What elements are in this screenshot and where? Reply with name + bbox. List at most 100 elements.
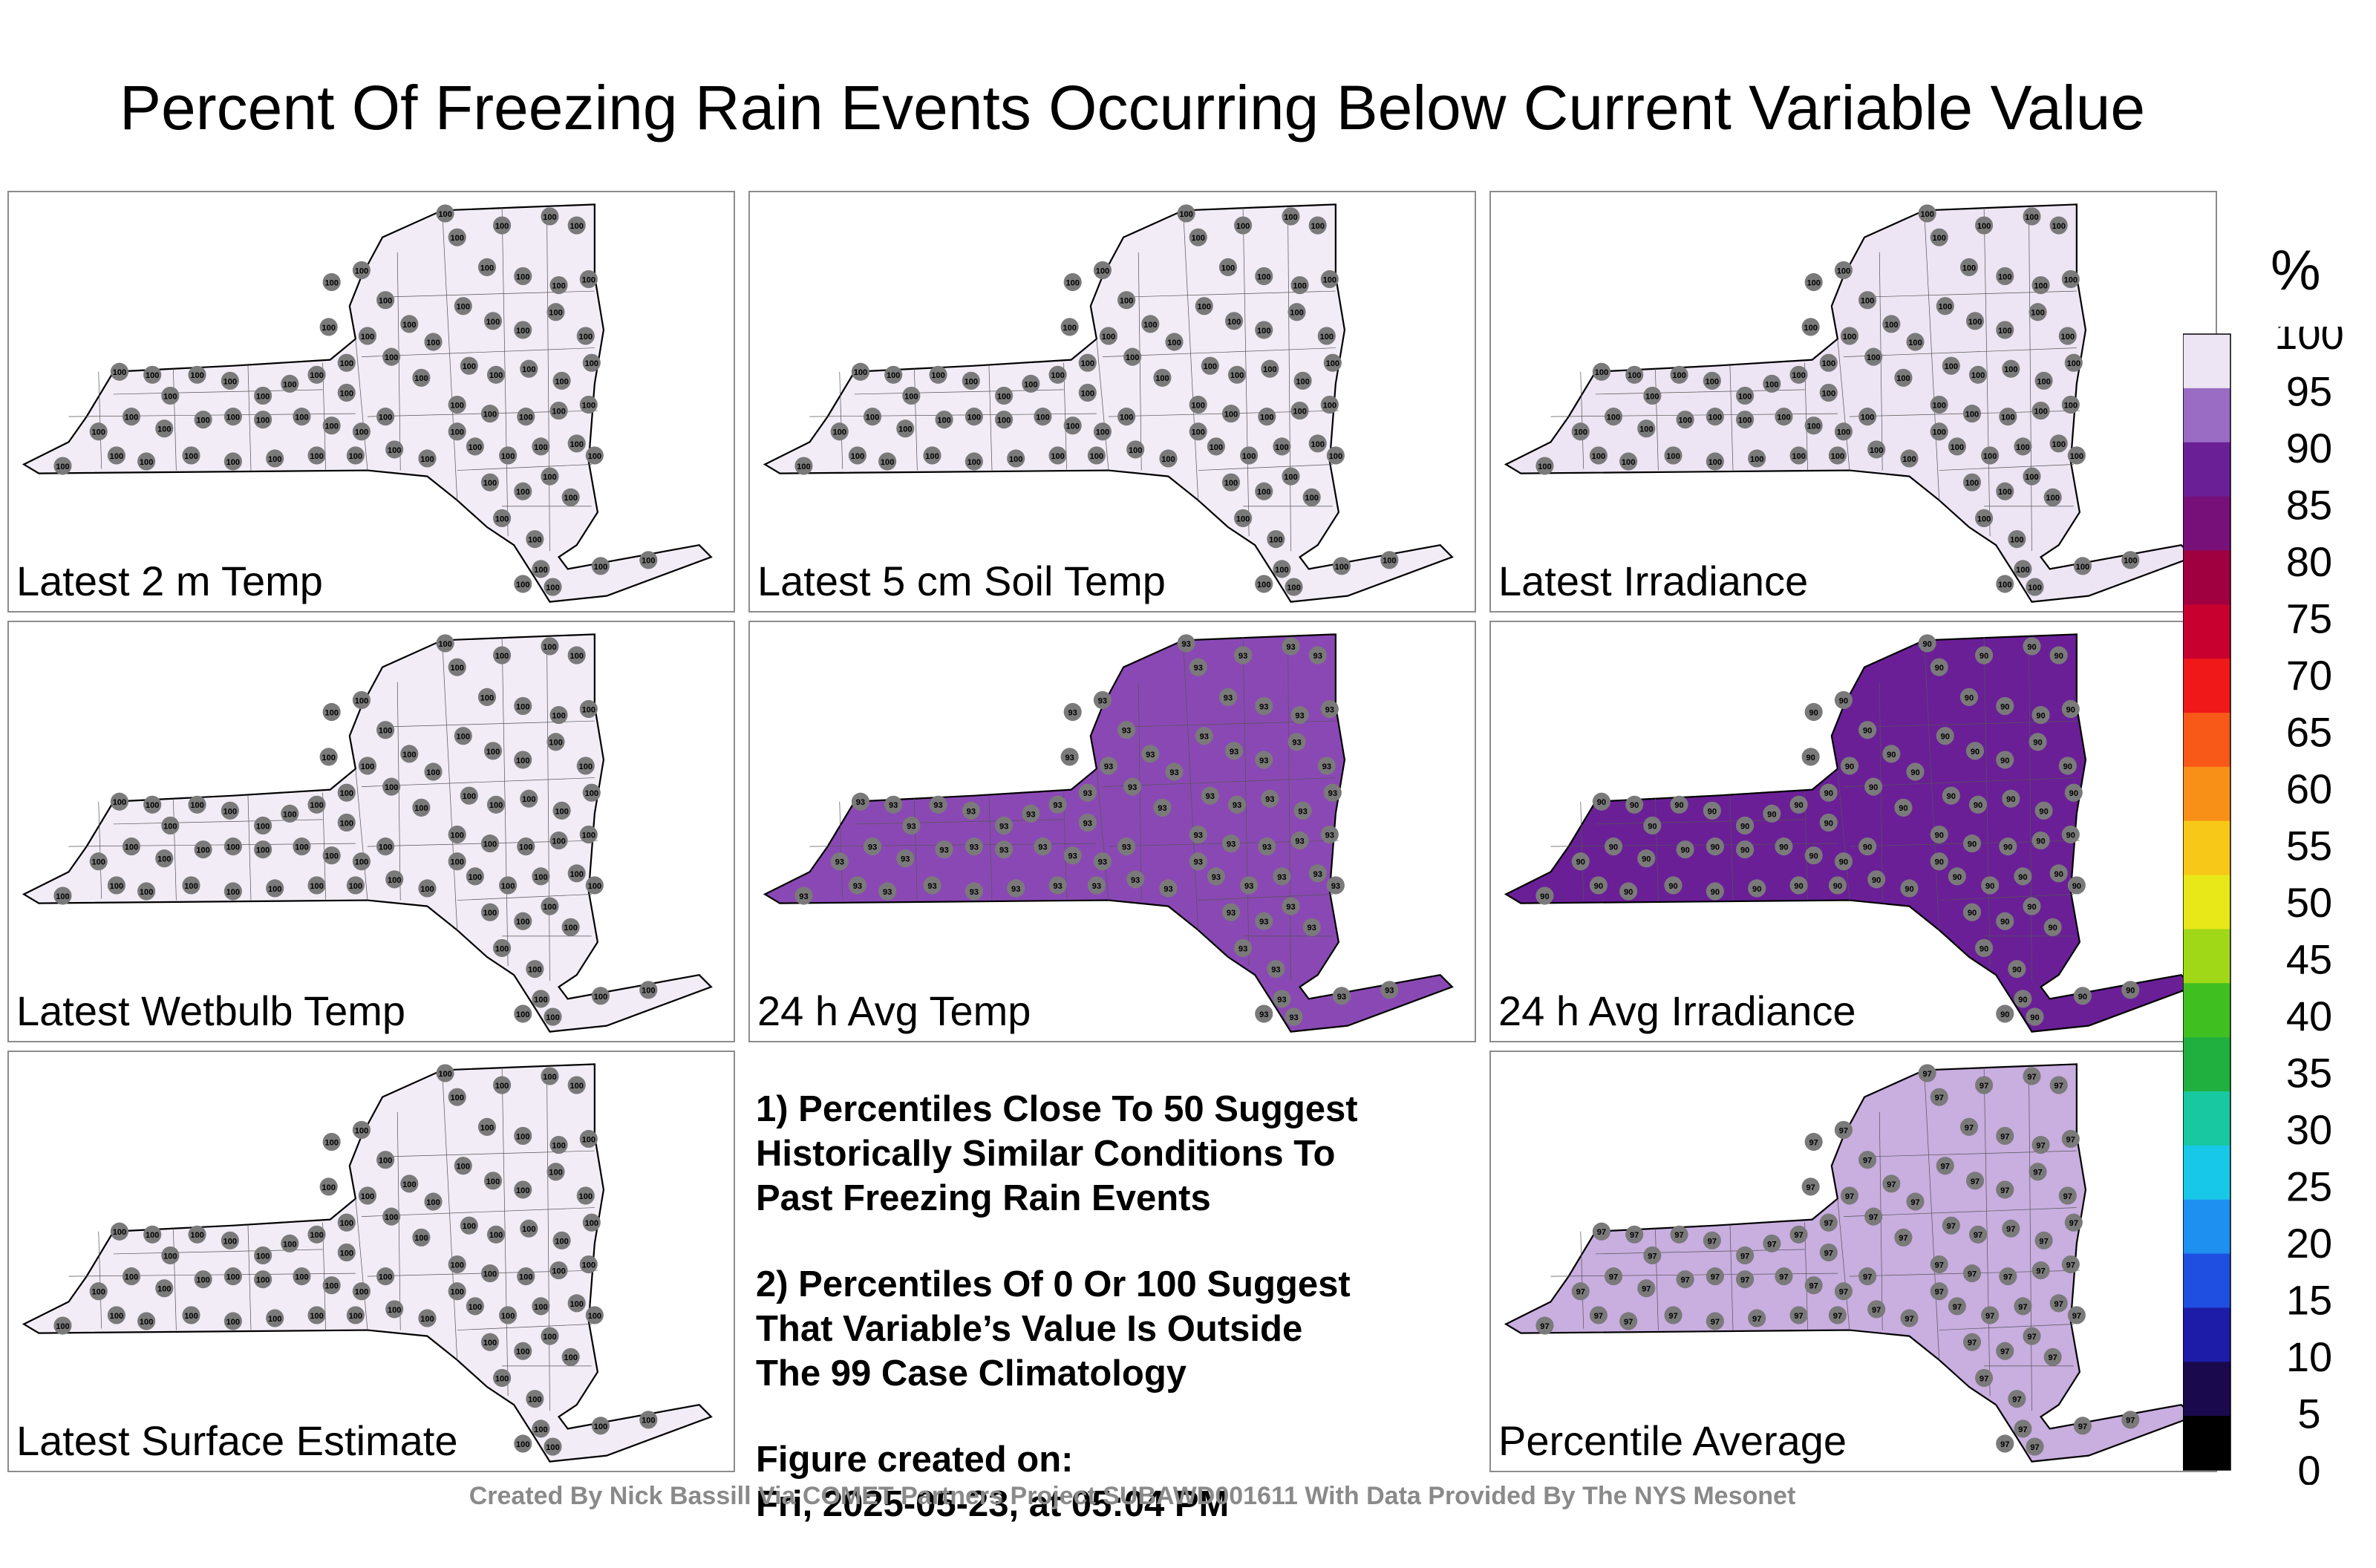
station-value: 100 [324,852,338,861]
station-value: 100 [2064,401,2078,410]
station-dot [517,837,535,856]
station-marker: 100 [400,1175,419,1193]
station-value: 100 [516,488,529,497]
station-marker: 100 [1996,482,2014,500]
station-value: 100 [1983,452,1997,461]
map-panel-wetbulb-temp: 100 100 100 100 100 100 100 100 100 100 100 100 100 1… [7,621,735,1042]
station-value: 100 [226,414,240,422]
station-marker: 97 [1996,1126,2014,1146]
station-dot [1261,359,1279,378]
station-value: 100 [1843,333,1856,342]
station-marker: 100 [1535,457,1554,475]
station-marker: 100 [1317,327,1336,345]
colorbar-tick-label: 5 [2297,1391,2320,1437]
station-marker: 100 [223,1312,242,1330]
station-dot [412,368,431,387]
station-value: 93 [1068,852,1077,861]
station-value: 93 [1181,640,1190,649]
station-dot [1221,903,1241,921]
station-marker: 100 [161,386,180,405]
station-dot [1763,804,1781,823]
station-dot [1571,1282,1590,1301]
station-dot [155,849,174,868]
station-dot [1643,1246,1662,1265]
station-marker: 90 [1981,876,2000,895]
station-dot [319,1177,338,1196]
station-dot [2008,1390,2026,1408]
station-value: 93 [1277,873,1286,882]
station-value: 100 [1161,455,1175,464]
station-marker: 100 [561,1348,580,1366]
station-marker: 100 [1962,473,1982,491]
station-value: 100 [486,748,500,757]
station-marker: 100 [1255,575,1273,593]
station-marker: 100 [848,446,866,465]
station-value: 90 [1806,754,1815,762]
station-dot [1706,837,1724,856]
station-dot [639,981,658,999]
station-dot [1234,938,1253,958]
station-marker: 100 [346,446,365,465]
station-marker: 100 [1834,422,1853,441]
station-value: 100 [925,452,939,461]
station-marker: 100 [1273,560,1291,578]
station-value: 100 [163,822,177,831]
station-value: 100 [56,1322,69,1331]
station-dot [1834,1120,1853,1139]
station-dot [1968,1225,1988,1244]
station-dot [182,1306,200,1324]
station-dot [1804,1132,1823,1152]
station-value: 97 [2018,1425,2027,1434]
station-value: 90 [1971,748,1980,757]
station-dot [962,801,980,820]
station-dot [1273,867,1291,886]
station-value: 100 [268,885,281,894]
station-dot [541,1067,559,1085]
station-marker: 100 [221,1231,239,1250]
station-dot [161,386,180,405]
station-dot [2031,402,2050,420]
station-value: 100 [1920,210,1933,219]
station-value: 97 [1985,1312,1994,1321]
station-marker: 100 [639,981,658,999]
station-value: 100 [1902,455,1916,464]
station-marker: 97 [1637,1279,1656,1298]
station-value: 93 [1265,795,1274,804]
station-dot [567,1076,586,1094]
station-marker: 97 [1996,1180,2014,1199]
station-value: 93 [1298,807,1307,816]
station-value: 93 [1292,739,1301,748]
station-dot [1918,1064,1936,1082]
station-marker: 90 [2064,783,2083,802]
station-marker: 100 [223,837,242,856]
station-value: 100 [495,222,509,231]
station-dot [2061,825,2080,844]
station-dot [1290,832,1309,850]
station-marker: 100 [863,408,882,426]
station-marker: 97 [1930,1255,1948,1274]
note-1-line-2: Historically Similar Conditions To [756,1134,1336,1174]
station-dot [1302,488,1321,506]
station-marker: 97 [2008,1390,2026,1408]
station-dot [188,365,206,384]
colorbar-tick-label: 40 [2286,993,2332,1039]
station-value: 90 [1668,882,1677,891]
station-marker: 100 [1706,408,1724,426]
station-value: 100 [483,1270,497,1279]
station-marker: 90 [1930,658,1948,676]
station-dot [1221,834,1241,853]
station-value: 100 [1102,333,1115,342]
station-marker: 100 [2034,371,2053,390]
station-marker: 100 [483,1172,503,1190]
station-value: 93 [901,855,910,864]
station-marker: 93 [848,876,866,895]
station-dot [448,658,466,676]
station-value: 100 [450,858,463,867]
station-value: 97 [1576,1288,1585,1297]
station-dot [2061,1129,2080,1149]
station-marker: 100 [532,560,550,578]
station-marker: 100 [1141,315,1160,333]
station-dot [493,1076,512,1094]
station-dot [544,1437,562,1456]
station-value: 100 [450,1094,463,1102]
